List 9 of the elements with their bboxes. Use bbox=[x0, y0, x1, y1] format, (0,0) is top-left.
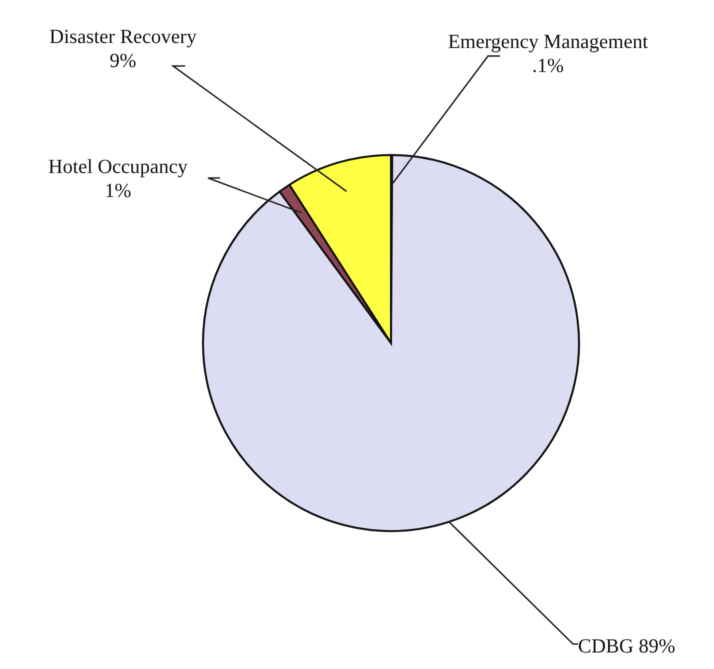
data-label: .1% bbox=[532, 55, 564, 77]
slice-label: Emergency Management bbox=[448, 31, 648, 53]
slice-label: Disaster Recovery bbox=[49, 26, 197, 48]
data-label: 9% bbox=[110, 50, 136, 72]
data-label: 89% bbox=[638, 636, 676, 658]
pie-slice bbox=[202, 154, 580, 532]
slice-label: Hotel Occupancy bbox=[48, 156, 188, 178]
slice-label: CDBG bbox=[578, 636, 634, 658]
data-label: 1% bbox=[104, 180, 132, 202]
